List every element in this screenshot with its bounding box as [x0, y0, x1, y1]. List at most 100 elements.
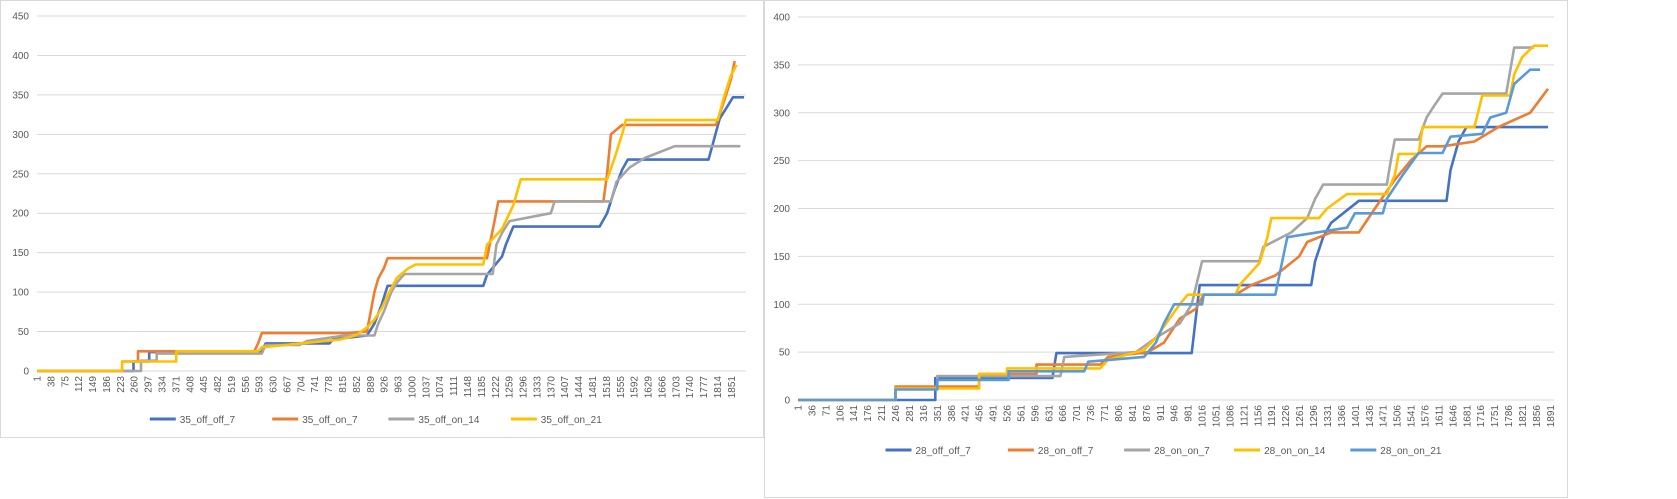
x-tick-label: 1016: [1198, 405, 1209, 428]
x-tick-label: 1646: [1448, 405, 1459, 428]
x-tick-label: 815: [338, 376, 349, 393]
x-tick-label: 1370: [546, 376, 557, 399]
legend-label: 35_off_on_7: [302, 415, 358, 426]
y-tick-label: 50: [18, 327, 30, 338]
x-tick-label: 1666: [657, 376, 668, 399]
x-tick-label: 1856: [1532, 405, 1543, 428]
series-line-28_on_on_21: [798, 68, 1541, 402]
series-line-35_off_on_14: [37, 144, 741, 373]
y-tick-label: 0: [23, 367, 29, 378]
series-line-28_on_on_7: [798, 46, 1535, 402]
x-tick-label: 1333: [532, 376, 543, 399]
x-tick-label: 1576: [1421, 405, 1432, 428]
x-tick-label: 1481: [588, 376, 599, 399]
x-tick-label: 1037: [421, 376, 432, 399]
x-tick-label: 630: [269, 376, 280, 393]
x-tick-label: 1296: [1309, 405, 1320, 428]
x-tick-label: 223: [116, 376, 127, 393]
y-tick-label: 200: [773, 204, 790, 215]
y-tick-label: 300: [773, 108, 790, 119]
x-tick-label: 593: [255, 376, 266, 393]
y-tick-label: 150: [773, 252, 790, 263]
legend-label: 35_off_on_21: [541, 415, 602, 426]
x-tick-label: 1226: [1281, 405, 1292, 428]
x-tick-label: 176: [863, 405, 874, 422]
x-tick-label: 36: [807, 405, 818, 417]
chart-panel-35: 0 50 100 150 200 250 300 350 400 450 1 38 75 112 149 18…: [0, 0, 764, 438]
y-tick-label: 200: [12, 209, 29, 220]
x-tick-label: 1751: [1490, 405, 1501, 428]
legend-label: 28_on_on_21: [1380, 446, 1442, 457]
x-tick-label: 1074: [435, 376, 446, 399]
x-tick-label: 1148: [463, 376, 474, 398]
x-tick-label: 1541: [1407, 405, 1418, 428]
series-line-28_on_off_7: [798, 88, 1550, 402]
x-tick-label: 741: [310, 376, 321, 393]
x-tick-label: 701: [1072, 405, 1083, 422]
x-tick-label: 1851: [727, 376, 738, 399]
legend-label: 28_on_off_7: [1038, 446, 1094, 457]
x-tick-label: 1821: [1518, 405, 1529, 428]
x-tick-label: 1185: [477, 376, 488, 398]
y-tick-label: 0: [784, 396, 790, 407]
series-line-28_on_on_14: [798, 44, 1548, 402]
x-tick-label: 1436: [1365, 405, 1376, 428]
x-tick-label: 1629: [644, 376, 655, 399]
x-tick-label: 246: [891, 405, 902, 422]
x-tick-label: 1444: [574, 376, 585, 399]
x-tick-label: 1703: [671, 376, 682, 399]
y-tick-label: 350: [12, 90, 29, 101]
x-tick-label: 1555: [616, 376, 627, 399]
x-tick-label: 771: [1100, 405, 1111, 422]
x-tick-label: 421: [961, 405, 972, 422]
x-tick-label: 806: [1114, 405, 1125, 422]
y-tick-label: 150: [12, 248, 29, 259]
legend-label: 28_on_on_7: [1154, 446, 1210, 457]
x-tick-label: 260: [130, 376, 141, 393]
x-tick-label: 946: [1170, 405, 1181, 422]
x-tick-label: 1366: [1337, 405, 1348, 428]
y-tick-label: 50: [779, 348, 791, 359]
x-tick-label: 371: [171, 376, 182, 393]
series-line-35_off_on_7: [37, 60, 736, 373]
y-tick-label: 250: [12, 169, 29, 180]
series-line-28_off_off_7: [798, 125, 1548, 402]
x-tick-label: 1407: [560, 376, 571, 399]
x-tick-label: 704: [296, 376, 307, 393]
x-tick-label: 963: [394, 376, 405, 393]
x-tick-label: 1156: [1253, 405, 1264, 427]
x-tick-label: 841: [1128, 405, 1139, 422]
x-tick-label: 1777: [699, 376, 710, 399]
x-tick-label: 106: [835, 405, 846, 422]
x-tick-label: 149: [88, 376, 99, 393]
x-tick-label: 71: [821, 405, 832, 417]
x-tick-label: 667: [282, 376, 293, 393]
x-tick-label: 281: [905, 405, 916, 422]
x-tick-label: 456: [975, 405, 986, 422]
x-tick-label: 1681: [1462, 405, 1473, 428]
x-tick-label: 526: [1003, 405, 1014, 422]
x-tick-label: 911: [1156, 405, 1167, 421]
y-tick-label: 300: [12, 130, 29, 141]
x-tick-label: 778: [324, 376, 335, 393]
x-tick-label: 1296: [519, 376, 530, 399]
x-tick-label: 1: [794, 405, 805, 411]
x-tick-label: 186: [102, 376, 113, 393]
y-tick-label: 100: [773, 300, 790, 311]
legend-label: 28_off_off_7: [916, 446, 972, 457]
y-tick-label: 100: [12, 288, 29, 299]
x-tick-label: 1000: [407, 376, 418, 399]
x-tick-label: 736: [1086, 405, 1097, 422]
series-line-35_off_on_21: [37, 64, 738, 373]
x-tick-label: 1331: [1323, 405, 1334, 428]
legend-label: 28_on_on_14: [1264, 446, 1326, 457]
x-tick-label: 852: [352, 376, 363, 393]
x-tick-label: 1111: [449, 376, 460, 396]
x-tick-label: 1716: [1476, 405, 1487, 428]
y-tick-label: 250: [773, 156, 790, 167]
y-tick-label: 450: [12, 12, 29, 23]
x-tick-label: 556: [241, 376, 252, 393]
x-tick-label: 1222: [491, 376, 502, 399]
x-tick-label: 1891: [1546, 405, 1557, 428]
